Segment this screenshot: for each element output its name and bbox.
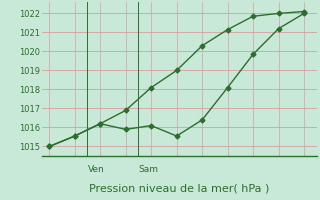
Text: Ven: Ven: [87, 165, 104, 174]
Text: Sam: Sam: [139, 165, 158, 174]
Text: Pression niveau de la mer( hPa ): Pression niveau de la mer( hPa ): [89, 184, 269, 194]
